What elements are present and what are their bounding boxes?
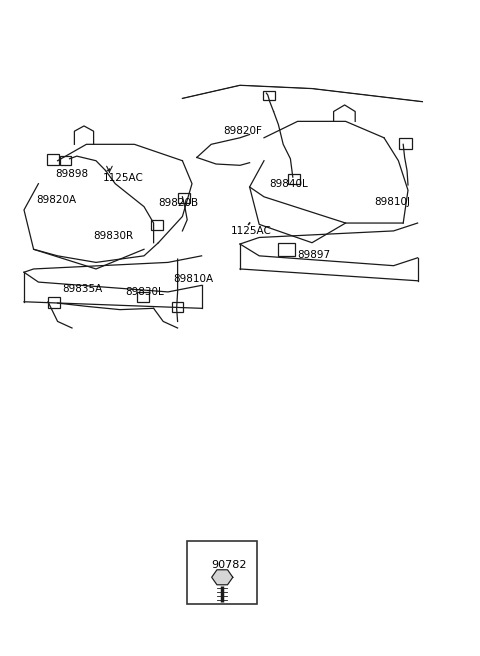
- Text: 90782: 90782: [211, 560, 247, 571]
- Text: 89898: 89898: [55, 169, 88, 179]
- FancyBboxPatch shape: [187, 541, 257, 604]
- Polygon shape: [212, 570, 233, 584]
- Text: 89820A: 89820A: [36, 195, 76, 205]
- Text: 89840L: 89840L: [269, 178, 308, 189]
- Text: 1125AC: 1125AC: [230, 226, 271, 236]
- Text: 89897: 89897: [298, 249, 331, 260]
- Text: 1125AC: 1125AC: [103, 173, 144, 184]
- Text: 89820B: 89820B: [158, 198, 199, 209]
- Text: 89830R: 89830R: [94, 231, 134, 241]
- Text: 89820F: 89820F: [223, 126, 262, 136]
- Text: 89810J: 89810J: [374, 197, 410, 207]
- Text: 89835A: 89835A: [62, 283, 103, 294]
- Text: 89830L: 89830L: [125, 287, 164, 297]
- Text: 89810A: 89810A: [173, 274, 213, 284]
